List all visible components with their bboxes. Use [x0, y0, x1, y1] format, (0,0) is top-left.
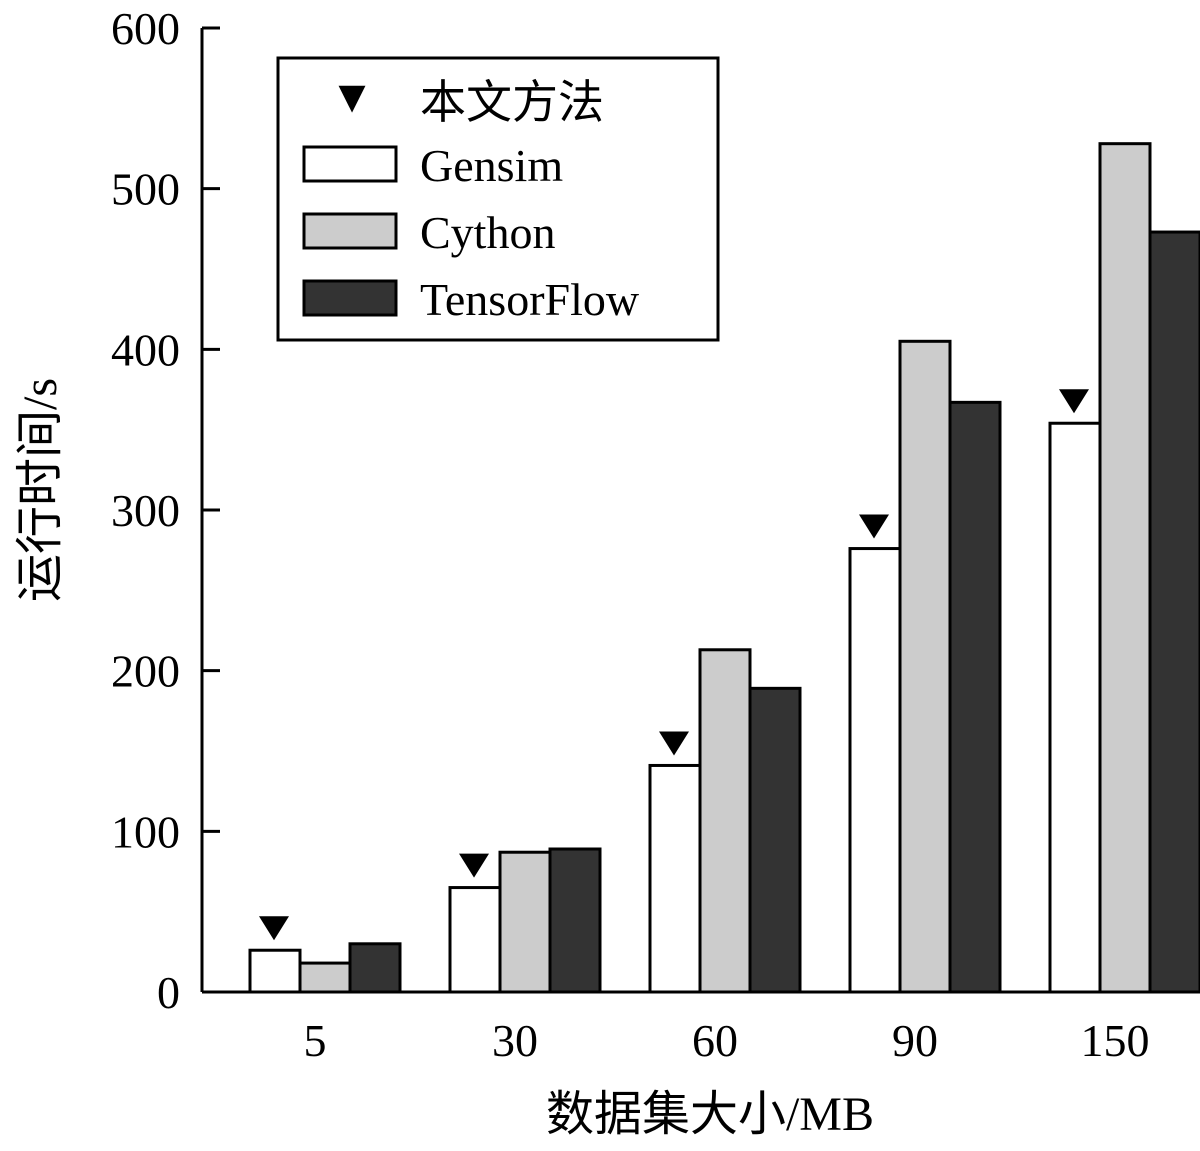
x-tick-label: 60 [692, 1015, 738, 1066]
x-tick-label: 90 [892, 1015, 938, 1066]
marker-triangle [459, 853, 489, 878]
y-tick-label: 300 [111, 485, 180, 536]
bar-cython [1098, 142, 1152, 994]
legend-swatch-gensim [302, 145, 398, 183]
bar-tensorflow [748, 686, 802, 994]
bar-cython [298, 961, 352, 994]
legend-label-tensorflow: TensorFlow [420, 274, 640, 325]
legend: ▼ 本文方法 Gensim Cython TensorFlow [276, 56, 720, 342]
bar-tensorflow [348, 942, 402, 994]
bar-tensorflow [1148, 230, 1200, 994]
bar-cython [498, 850, 552, 994]
y-tick-label: 600 [111, 3, 180, 54]
legend-label-cython: Cython [420, 207, 555, 258]
marker-triangle [1059, 389, 1089, 414]
legend-label-gensim: Gensim [420, 140, 563, 191]
marker-triangle [659, 731, 689, 756]
marker-triangle [859, 514, 889, 539]
x-tick-label: 30 [492, 1015, 538, 1066]
y-tick-label: 500 [111, 164, 180, 215]
legend-label-markers: 本文方法 [420, 77, 604, 128]
bar-gensim [248, 948, 302, 994]
y-tick-label: 200 [111, 646, 180, 697]
y-tick-label: 0 [157, 967, 180, 1018]
x-axis-title: 数据集大小/MB [546, 1088, 874, 1141]
marker-triangle [259, 916, 289, 941]
legend-swatch-cython [302, 212, 398, 250]
y-tick-label: 400 [111, 324, 180, 375]
markers-layer [259, 389, 1089, 941]
x-axis: 5 30 60 90 150 [202, 990, 1200, 1066]
x-tick-label: 5 [304, 1015, 327, 1066]
bar-cython [898, 339, 952, 994]
y-axis-title: 运行时间/s [14, 378, 67, 602]
bar-gensim [1048, 421, 1102, 994]
bar-cython [698, 648, 752, 994]
y-tick-label: 100 [111, 806, 180, 857]
y-axis: 0 100 200 300 400 500 600 [111, 3, 220, 1018]
legend-marker-symbol: ▼ [329, 71, 375, 122]
bar-gensim [848, 547, 902, 994]
bar-gensim [448, 886, 502, 994]
x-tick-label: 150 [1081, 1015, 1150, 1066]
bar-gensim [648, 763, 702, 994]
bar-tensorflow [548, 847, 602, 994]
bar-tensorflow [948, 400, 1002, 994]
legend-swatch-tensorflow [302, 279, 398, 317]
bars-layer [248, 142, 1200, 994]
